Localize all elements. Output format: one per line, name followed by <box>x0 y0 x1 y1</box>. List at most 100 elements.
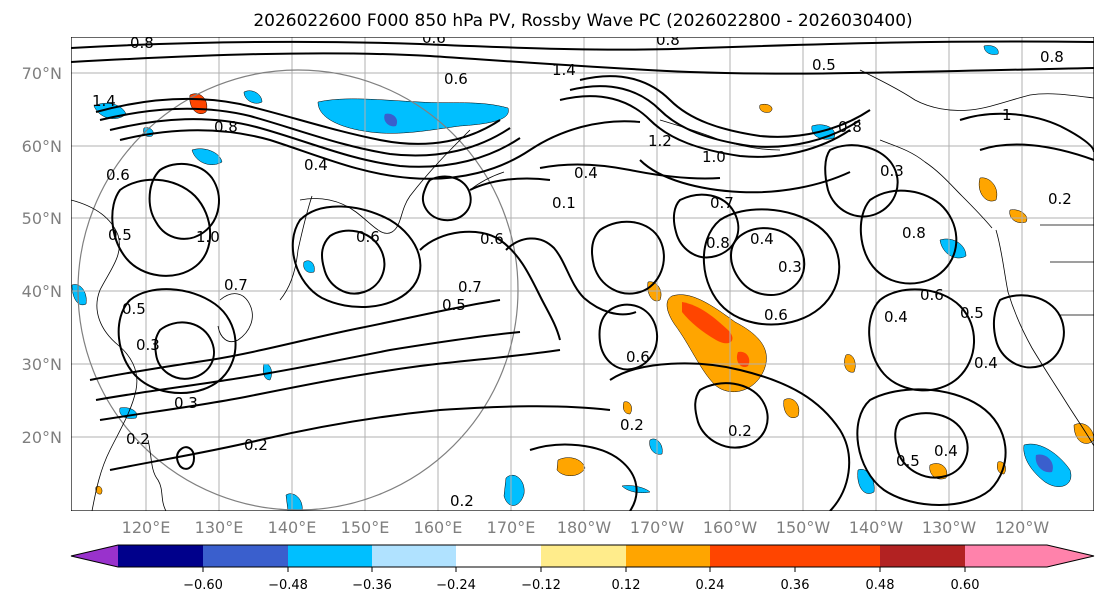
colorbar-segment <box>372 545 456 567</box>
contour-label: 0.6 <box>444 70 468 88</box>
colorbar-segment <box>710 545 795 567</box>
contour-label: 0.7 <box>710 194 734 212</box>
anomaly-patch <box>503 474 525 506</box>
colorbar-segment <box>118 545 203 567</box>
anomaly-patch <box>303 260 315 273</box>
colorbar-tick-label: −0.60 <box>183 578 223 593</box>
pv-contour-line <box>111 178 212 277</box>
contour-label: 0.6 <box>764 306 788 324</box>
colorbar-segment <box>880 545 965 567</box>
lon-label: 140°W <box>849 518 904 537</box>
contour-label: 0.6 <box>106 166 130 184</box>
colorbar-tick-label: 0.12 <box>612 578 641 593</box>
colorbar-tick-label: 0.24 <box>696 578 725 593</box>
anomaly-patch <box>783 398 800 418</box>
pv-contour-line <box>99 107 511 157</box>
latitude-labels: 70°N 60°N 50°N 40°N 30°N 20°N <box>22 64 62 447</box>
contour-label: 0.5 <box>442 296 466 314</box>
pv-contour-line <box>469 177 551 191</box>
colorbar-segment <box>795 545 880 567</box>
pv-contour-line <box>569 85 861 148</box>
map-panel: 0.8 0.6 0.8 1.4 0.6 0.5 0.8 1.4 0.8 1 0.… <box>71 31 1094 511</box>
colorbar-tick-label: −0.36 <box>352 578 392 593</box>
pv-contour-line <box>539 163 721 180</box>
anomaly-patch <box>978 177 998 202</box>
pv-contour-line <box>529 443 638 511</box>
contour-label: 1.4 <box>92 92 116 110</box>
anomaly-patch <box>929 463 948 480</box>
contour-label: 0.4 <box>304 156 328 174</box>
contour-label: 1.0 <box>196 228 220 246</box>
pv-contour-line <box>505 237 637 316</box>
pv-contour-line <box>579 75 871 138</box>
colorbar-tick-label: −0.12 <box>521 578 561 593</box>
anomaly-patch <box>285 493 303 511</box>
anomaly-patch <box>682 302 733 344</box>
colorbar-segment <box>203 545 288 567</box>
pv-contour-line <box>419 230 561 341</box>
anomaly-patch <box>939 238 967 259</box>
coastline <box>147 439 167 511</box>
pv-contour-line <box>824 144 899 218</box>
contour-label: 0.2 <box>1048 190 1072 208</box>
contour-label: 1.0 <box>702 148 726 166</box>
pv-contour-line <box>71 52 1094 75</box>
contour-label: 1 <box>1002 106 1012 124</box>
pv-contour-line <box>148 162 220 240</box>
lon-label: 150°W <box>776 518 831 537</box>
lat-label: 20°N <box>22 428 62 447</box>
colorbar: −0.60 −0.48 −0.36 −0.24 −0.12 0.12 0.24 … <box>70 544 1095 593</box>
coastline <box>279 195 313 301</box>
contour-label: 0.8 <box>656 31 680 49</box>
contour-label: 0.8 <box>706 234 730 252</box>
coastline <box>71 199 138 511</box>
pv-contour-line <box>591 220 665 295</box>
contour-label: 0.8 <box>214 118 238 136</box>
contour-label: 0.2 <box>620 416 644 434</box>
pv-contour-line <box>856 388 1007 506</box>
contour-label: 0.3 <box>136 336 160 354</box>
anomaly-patch <box>384 113 398 127</box>
lat-label: 40°N <box>22 282 62 301</box>
pv-contour-line <box>868 288 975 392</box>
anomaly-patch <box>243 90 263 104</box>
lon-label: 160°E <box>414 518 463 537</box>
lon-label: 130°W <box>922 518 977 537</box>
anomaly-patch <box>556 457 586 476</box>
anomaly-patch <box>71 284 87 306</box>
contour-label: 0.3 <box>778 258 802 276</box>
pv-contour-line <box>894 412 969 479</box>
anomaly-patch <box>736 351 750 368</box>
colorbar-ticks <box>202 567 966 572</box>
pv-contour-line <box>154 321 215 380</box>
pv-contour-line <box>119 120 641 180</box>
anomaly-patch <box>1009 209 1028 223</box>
colorbar-segment <box>288 545 372 567</box>
lon-label: 130°E <box>195 518 244 537</box>
contour-label: 0.4 <box>574 164 598 182</box>
coastline <box>1040 224 1094 316</box>
lon-label: 170°W <box>630 518 685 537</box>
lat-label: 50°N <box>22 209 62 228</box>
colorbar-extend-low <box>71 545 118 567</box>
pv-contour-line <box>95 331 521 401</box>
colorbar-tick-label: −0.48 <box>268 578 308 593</box>
contour-label: 0.2 <box>126 430 150 448</box>
pv-contour-line <box>694 382 769 449</box>
lat-label: 70°N <box>22 64 62 83</box>
anomaly-patch <box>623 401 632 415</box>
anomaly-patch <box>263 363 272 381</box>
pv-contour-line <box>291 205 422 308</box>
pv-contour-line <box>422 175 472 222</box>
contour-label: 0.5 <box>108 226 132 244</box>
contour-label: 0.6 <box>626 348 650 366</box>
lon-label: 120°E <box>122 518 171 537</box>
contour-label: 1.2 <box>648 132 672 150</box>
coastline <box>879 139 993 229</box>
pv-contour-line <box>99 349 561 421</box>
colorbar-segment <box>965 545 1047 567</box>
contour-label: 0.5 <box>122 300 146 318</box>
reference-circle <box>77 69 519 511</box>
anomaly-patch <box>759 104 773 113</box>
